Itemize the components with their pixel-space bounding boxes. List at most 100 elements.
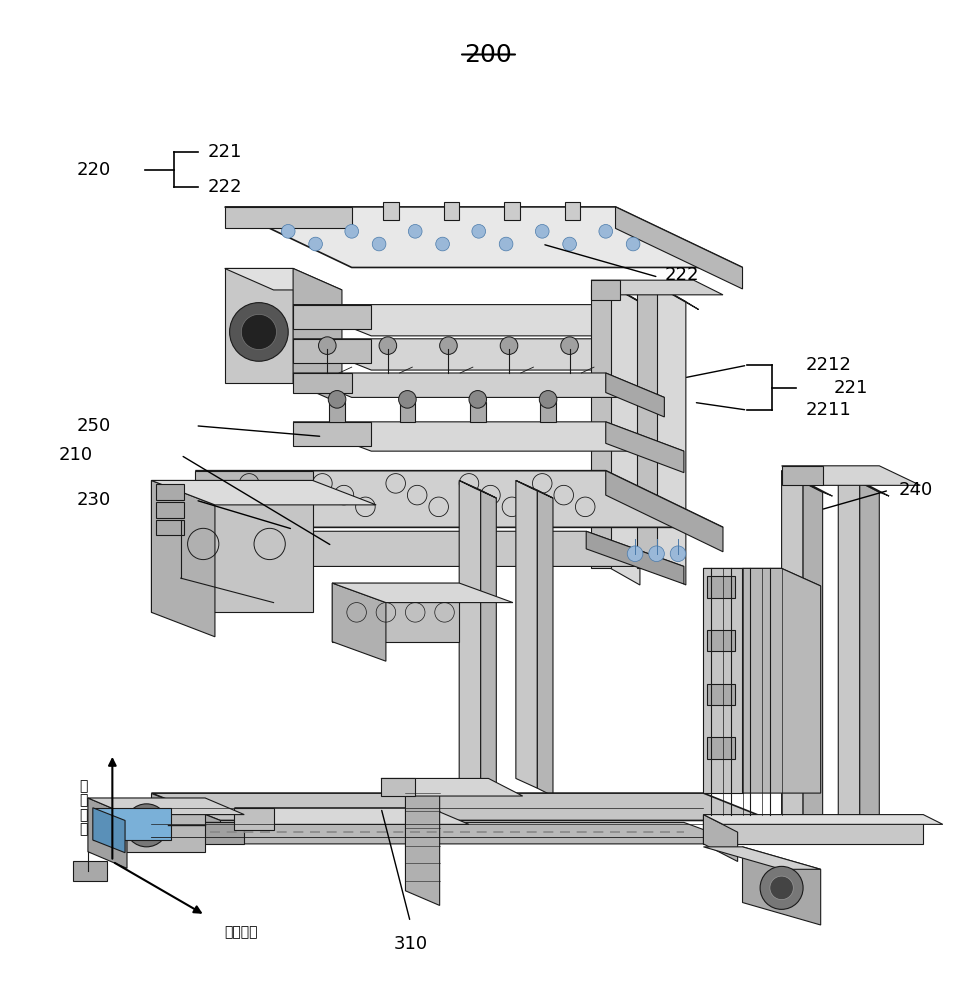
Text: 200: 200 [465, 43, 512, 67]
Bar [156, 502, 184, 518]
Polygon shape [611, 285, 653, 309]
Circle shape [281, 224, 295, 238]
Bar [707, 684, 735, 705]
Polygon shape [537, 490, 553, 796]
Polygon shape [703, 815, 923, 844]
Circle shape [372, 237, 386, 251]
Circle shape [328, 391, 346, 408]
Bar [444, 202, 459, 220]
Circle shape [626, 237, 640, 251]
Polygon shape [782, 471, 832, 496]
Bar [707, 630, 735, 651]
Polygon shape [703, 568, 743, 793]
Polygon shape [606, 422, 684, 473]
Polygon shape [616, 207, 743, 289]
Circle shape [230, 303, 288, 361]
Bar [329, 402, 345, 422]
Polygon shape [293, 339, 371, 363]
Circle shape [399, 391, 416, 408]
Polygon shape [591, 280, 723, 295]
Text: 2212: 2212 [806, 356, 852, 374]
Polygon shape [93, 808, 125, 853]
Circle shape [760, 866, 803, 909]
Polygon shape [703, 847, 821, 869]
Polygon shape [151, 480, 215, 637]
Bar [156, 484, 184, 500]
Text: 第二方向: 第二方向 [225, 925, 258, 939]
Polygon shape [803, 482, 823, 839]
Polygon shape [186, 822, 244, 844]
Circle shape [649, 546, 664, 562]
Circle shape [319, 337, 336, 354]
Circle shape [379, 337, 397, 354]
Polygon shape [591, 285, 611, 568]
Circle shape [440, 337, 457, 354]
Polygon shape [611, 285, 640, 585]
Polygon shape [703, 568, 821, 586]
Polygon shape [860, 482, 879, 839]
Circle shape [627, 546, 643, 562]
Polygon shape [381, 778, 523, 796]
Circle shape [436, 237, 449, 251]
Polygon shape [88, 798, 205, 852]
Circle shape [345, 224, 359, 238]
Polygon shape [234, 808, 469, 824]
Circle shape [309, 237, 322, 251]
Polygon shape [743, 568, 821, 793]
Polygon shape [88, 798, 244, 815]
Polygon shape [782, 466, 823, 485]
Circle shape [472, 224, 486, 238]
Text: 221: 221 [833, 379, 868, 397]
Polygon shape [586, 531, 684, 584]
Polygon shape [215, 531, 313, 549]
Circle shape [499, 237, 513, 251]
Polygon shape [293, 373, 664, 397]
Polygon shape [293, 268, 342, 404]
Polygon shape [151, 480, 313, 612]
Polygon shape [293, 305, 684, 336]
Polygon shape [657, 285, 699, 309]
Circle shape [500, 337, 518, 354]
Circle shape [469, 391, 487, 408]
Polygon shape [637, 285, 657, 568]
Polygon shape [459, 480, 481, 788]
Polygon shape [293, 422, 371, 446]
Bar [565, 202, 580, 220]
Polygon shape [405, 778, 440, 905]
Bar [504, 202, 520, 220]
Polygon shape [93, 808, 171, 840]
Bar [156, 520, 184, 535]
Bar [540, 402, 556, 422]
Polygon shape [606, 373, 664, 417]
Polygon shape [606, 305, 684, 360]
Text: 2211: 2211 [806, 401, 852, 419]
Circle shape [408, 224, 422, 238]
Polygon shape [151, 793, 772, 820]
Polygon shape [225, 268, 293, 383]
Polygon shape [703, 815, 738, 861]
Polygon shape [332, 583, 459, 642]
Bar [383, 202, 399, 220]
Text: 222: 222 [208, 178, 242, 196]
Bar [470, 402, 486, 422]
Text: 220: 220 [76, 161, 110, 179]
Polygon shape [225, 268, 342, 290]
Polygon shape [782, 471, 803, 829]
Bar [707, 576, 735, 598]
Polygon shape [782, 466, 920, 485]
Polygon shape [215, 531, 684, 566]
Circle shape [770, 876, 793, 900]
Circle shape [137, 816, 156, 835]
Polygon shape [293, 373, 352, 393]
Polygon shape [88, 798, 127, 868]
Polygon shape [481, 490, 496, 796]
Polygon shape [381, 778, 415, 796]
Polygon shape [186, 822, 743, 844]
Polygon shape [743, 847, 821, 925]
Circle shape [535, 224, 549, 238]
Bar [707, 737, 735, 759]
Polygon shape [657, 285, 686, 585]
Circle shape [599, 224, 613, 238]
Circle shape [563, 237, 576, 251]
Polygon shape [591, 280, 620, 300]
